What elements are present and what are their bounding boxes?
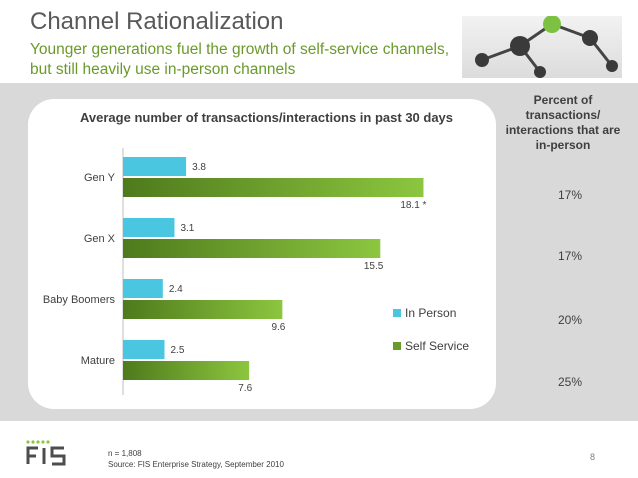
percent-value-gen-x: 17% [557, 249, 583, 263]
footer-sample-size: n = 1,808 [108, 449, 142, 458]
slide-subtitle: Younger generations fuel the growth of s… [30, 41, 450, 78]
molecule-graphic [462, 15, 622, 78]
data-label-in-person-mature: 2.5 [171, 345, 185, 356]
data-label-in-person-gen-x: 3.1 [180, 223, 194, 234]
legend-swatch-in-person [393, 309, 401, 317]
footer-source: Source: FIS Enterprise Strategy, Septemb… [108, 460, 284, 469]
category-label-gen-x: Gen X [84, 233, 116, 245]
bar-in-person-gen-y [123, 157, 187, 176]
data-label-self-service-gen-y: 18.1 * [400, 200, 426, 211]
page-number: 8 [590, 452, 596, 462]
bar-in-person-gen-x [123, 218, 175, 237]
category-label-baby-boomers: Baby Boomers [43, 294, 116, 306]
data-label-self-service-gen-x: 15.5 [364, 261, 384, 272]
fis-logo [24, 438, 76, 468]
chart-title: Average number of transactions/interacti… [80, 110, 454, 125]
legend-label-self-service: Self Service [405, 339, 469, 353]
legend-swatch-self-service [393, 342, 401, 350]
category-label-mature: Mature [81, 355, 115, 367]
chart-legend: In Person Self Service [393, 306, 469, 353]
category-label-gen-y: Gen Y [84, 172, 116, 184]
data-label-in-person-baby-boomers: 2.4 [169, 284, 183, 295]
percent-value-baby-boomers: 20% [557, 313, 583, 327]
bar-in-person-baby-boomers [123, 279, 163, 298]
bar-self-service-mature [123, 361, 250, 380]
percent-value-gen-y: 17% [557, 188, 583, 202]
bar-self-service-gen-y [123, 178, 424, 197]
legend-label-in-person: In Person [405, 306, 456, 320]
slide-title: Channel Rationalization [30, 8, 284, 35]
bar-in-person-mature [123, 340, 165, 359]
bar-self-service-baby-boomers [123, 300, 283, 319]
data-label-self-service-mature: 7.6 [238, 383, 252, 394]
bar-self-service-gen-x [123, 239, 381, 258]
data-label-in-person-gen-y: 3.8 [192, 162, 206, 173]
percent-header: Percent of transactions/ interactions th… [505, 93, 621, 152]
percent-value-mature: 25% [557, 375, 583, 389]
data-label-self-service-baby-boomers: 9.6 [271, 322, 285, 333]
